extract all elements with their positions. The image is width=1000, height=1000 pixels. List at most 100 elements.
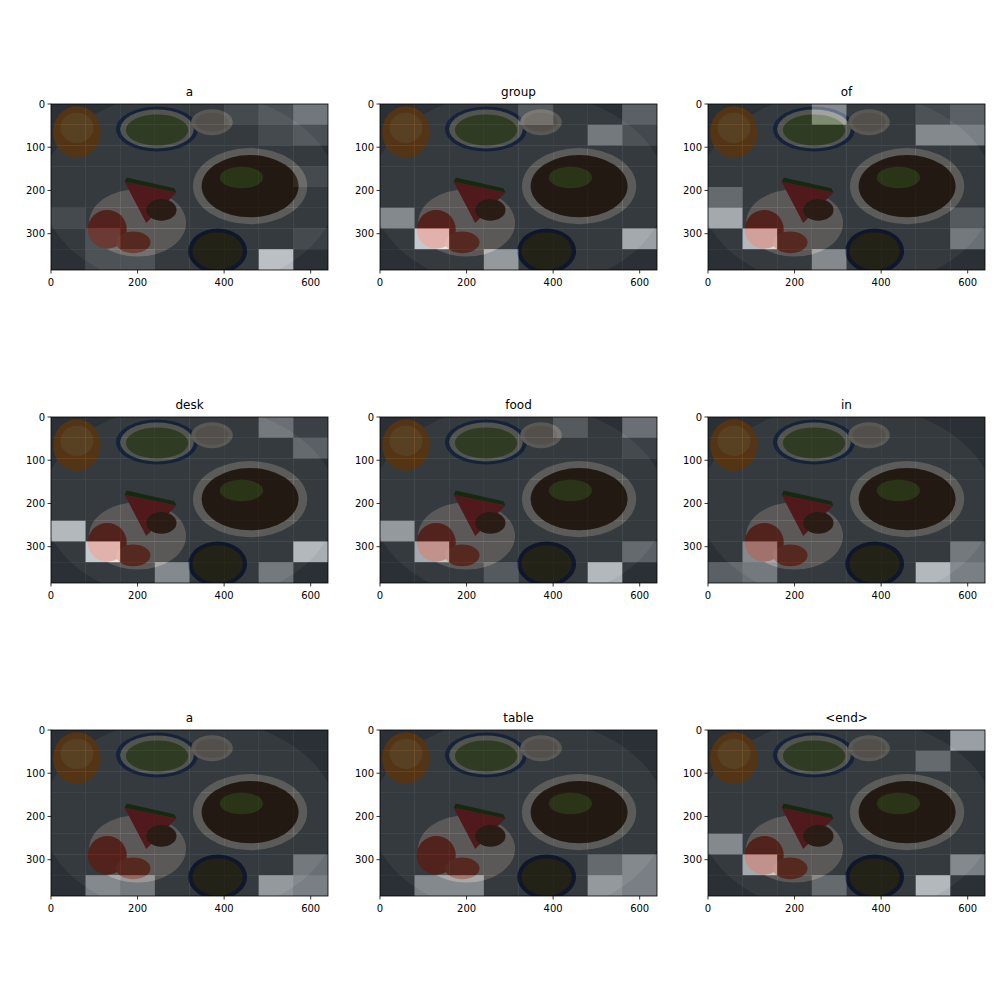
y-tick-label: 300 bbox=[355, 541, 374, 552]
attention-cell bbox=[622, 479, 657, 500]
attention-cell bbox=[519, 146, 554, 167]
attention-cell bbox=[777, 521, 812, 542]
y-tick bbox=[705, 730, 709, 731]
x-tick-label: 0 bbox=[48, 277, 54, 288]
attention-cell bbox=[293, 166, 328, 187]
attention-cell bbox=[847, 146, 882, 167]
x-tick-label: 400 bbox=[872, 903, 891, 914]
attention-cell bbox=[812, 166, 847, 187]
attention-cell bbox=[51, 104, 86, 125]
attention-cell bbox=[449, 792, 484, 813]
attention-cell bbox=[155, 208, 190, 229]
x-tick bbox=[310, 583, 311, 587]
attention-cell bbox=[881, 500, 916, 521]
attention-cell bbox=[293, 249, 328, 270]
attention-cell bbox=[847, 459, 882, 480]
attention-cell bbox=[950, 146, 985, 167]
attention-cell bbox=[519, 125, 554, 146]
attention-cell bbox=[155, 772, 190, 793]
plot-area bbox=[51, 417, 328, 583]
attention-cell bbox=[259, 875, 294, 896]
attention-cell bbox=[190, 751, 225, 772]
attention-cell bbox=[519, 834, 554, 855]
attention-cell bbox=[812, 542, 847, 563]
attention-cell bbox=[155, 438, 190, 459]
attention-cell bbox=[380, 125, 415, 146]
attention-cell bbox=[484, 855, 519, 876]
x-tick-label: 400 bbox=[544, 277, 563, 288]
attention-cell bbox=[155, 229, 190, 250]
attention-cell bbox=[916, 521, 951, 542]
attention-cell bbox=[553, 562, 588, 583]
attention-cell bbox=[484, 166, 519, 187]
attention-cell bbox=[484, 521, 519, 542]
attention-cell bbox=[155, 125, 190, 146]
attention-cell bbox=[519, 104, 554, 125]
attention-cell bbox=[708, 417, 743, 438]
attention-cell bbox=[881, 730, 916, 751]
attention-cell bbox=[120, 438, 155, 459]
attention-cell bbox=[155, 751, 190, 772]
attention-cell bbox=[415, 562, 450, 583]
axes-frame bbox=[708, 104, 985, 270]
attention-cell bbox=[519, 772, 554, 793]
y-tick-label: 0 bbox=[368, 725, 374, 736]
y-tick-label: 0 bbox=[39, 725, 45, 736]
y-tick-label: 200 bbox=[26, 811, 45, 822]
attention-cell bbox=[916, 166, 951, 187]
panel: 02004006000100200300food bbox=[355, 398, 666, 603]
attention-cell bbox=[812, 730, 847, 751]
attention-cell bbox=[190, 521, 225, 542]
x-tick bbox=[380, 583, 381, 587]
photo-shape bbox=[51, 730, 328, 896]
attention-cell bbox=[224, 459, 259, 480]
photo bbox=[708, 104, 985, 270]
attention-cell bbox=[120, 249, 155, 270]
attention-cell bbox=[51, 792, 86, 813]
attention-cell bbox=[120, 834, 155, 855]
attention-cell bbox=[120, 125, 155, 146]
attention-cell bbox=[86, 813, 121, 834]
attention-cell bbox=[155, 834, 190, 855]
attention-cell bbox=[293, 187, 328, 208]
x-tick-label: 600 bbox=[958, 277, 977, 288]
attention-cell bbox=[708, 125, 743, 146]
attention-cell bbox=[743, 249, 778, 270]
attention-cell bbox=[812, 751, 847, 772]
attention-cell bbox=[259, 792, 294, 813]
photo-shape bbox=[549, 793, 592, 815]
attention-cell bbox=[259, 500, 294, 521]
x-tick-label: 600 bbox=[301, 903, 320, 914]
attention-cell bbox=[293, 479, 328, 500]
attention-cell bbox=[588, 792, 623, 813]
attention-cell bbox=[708, 792, 743, 813]
attention-cell bbox=[812, 187, 847, 208]
attention-cell bbox=[259, 417, 294, 438]
attention-cell bbox=[224, 542, 259, 563]
attention-cell bbox=[622, 542, 657, 563]
attention-cell bbox=[777, 562, 812, 583]
y-tick-label: 0 bbox=[368, 412, 374, 423]
photo-shape bbox=[380, 417, 657, 583]
attention-cell bbox=[293, 834, 328, 855]
attention-cell bbox=[449, 208, 484, 229]
y-tick-label: 300 bbox=[355, 854, 374, 865]
y-tick-label: 0 bbox=[39, 99, 45, 110]
attention-cell bbox=[449, 855, 484, 876]
attention-cell bbox=[847, 187, 882, 208]
attention-cell bbox=[881, 229, 916, 250]
attention-cell bbox=[224, 751, 259, 772]
attention-cell bbox=[743, 813, 778, 834]
attention-cell bbox=[708, 562, 743, 583]
attention-cell bbox=[519, 500, 554, 521]
x-tick bbox=[310, 270, 311, 274]
attention-cell bbox=[743, 792, 778, 813]
photo-shape bbox=[708, 417, 985, 583]
plot-area bbox=[380, 104, 657, 270]
attention-cell bbox=[190, 772, 225, 793]
attention-cell bbox=[155, 249, 190, 270]
attention-cell bbox=[777, 249, 812, 270]
x-tick-label: 0 bbox=[377, 590, 383, 601]
attention-cell bbox=[155, 166, 190, 187]
attention-cell bbox=[415, 521, 450, 542]
